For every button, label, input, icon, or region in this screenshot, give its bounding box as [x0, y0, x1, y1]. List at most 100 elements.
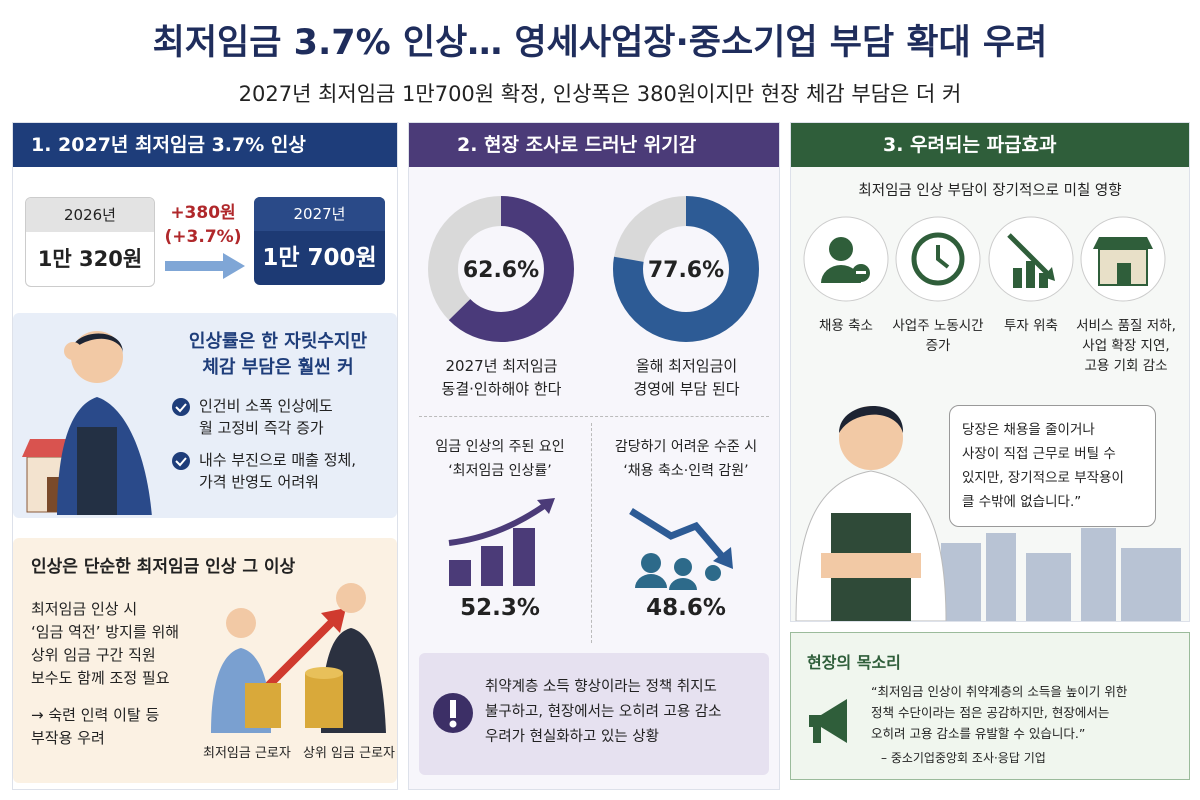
alert-icon [433, 693, 473, 733]
donut-charts: 62.6% 77.6% [428, 196, 759, 342]
voice-title: 현장의 목소리 [807, 653, 901, 672]
subtitle: 최저임금 인상 부담이 장기적으로 미칠 영향 [858, 183, 1122, 199]
effect-label: 채용 축소 [801, 316, 891, 336]
text-line: 올해 최저임금이 [635, 357, 738, 375]
text-line: 서비스 품질 저하, [1076, 318, 1176, 334]
panel-title: 1. 2027년 최저임금 3.7% 인상 [13, 123, 397, 167]
text-line: 임금 인상의 주된 요인 [435, 439, 565, 455]
panel-3: 3. 우려되는 파급효과 최저임금 인상 부담이 장기적으로 미칠 영향 채용 … [790, 122, 1190, 622]
text-line: 동결·인하해야 한다 [441, 380, 562, 398]
stat-value: 52.3% [460, 595, 540, 621]
source: – 중소기업중앙회 조사·응답 기업 [881, 751, 1046, 765]
text-line: 사업 확장 지연, [1082, 338, 1170, 354]
text-line: 보수도 함께 조정 필요 [31, 669, 170, 687]
check [172, 398, 190, 416]
text-line: ‘채용 축소·인력 감원’ [623, 463, 749, 479]
text-line: 감당하기 어려운 수준 시 [614, 439, 758, 455]
text-line: 채용 축소 [819, 318, 873, 334]
text-line: 불구하고, 현장에서는 오히려 고용 감소 [485, 704, 722, 720]
text-line: 오히려 고용 감소를 유발할 수 있습니다.” [871, 726, 1086, 741]
text-line: 체감 부담은 훨씬 커 [202, 357, 354, 378]
effect-label: 투자 위축 [986, 316, 1076, 336]
text-line: 인상률은 한 자릿수지만 [188, 331, 368, 352]
label: 최저임금 근로자 [203, 746, 291, 761]
wage: 1만 320원 [37, 247, 143, 271]
text-line: 증가 [925, 338, 951, 354]
text-line: → 숙련 인력 이탈 등 [31, 706, 160, 724]
text-line: 상위 임금 구간 직원 [31, 646, 156, 664]
subtitle: 2027년 최저임금 1만700원 확정, 인상폭은 380원이지만 현장 체감… [238, 82, 962, 106]
text-line: 가격 반영도 어려워 [199, 473, 319, 491]
panel-title: 2. 현장 조사로 드러난 위기감 [409, 123, 779, 167]
before-box: 2026년 1만 320원 [25, 197, 155, 287]
wage: 1만 700원 [262, 245, 377, 271]
card-title: 인상은 단순한 최저임금 인상 그 이상 [31, 557, 296, 577]
change: +380원 (+3.7%) [153, 201, 253, 249]
year: 2027년 [254, 197, 385, 231]
effect-icons [803, 216, 1166, 302]
beyond-card: 인상은 단순한 최저임금 인상 그 이상 최저임금 인상 시 ‘임금 역전’ 방지… [13, 538, 397, 783]
donut-label: 77.6% [648, 258, 724, 283]
rising-icon [448, 498, 555, 586]
arrow [165, 253, 245, 279]
title: 최저임금 3.7% 인상… 영세사업장·중소기업 부담 확대 우려 [152, 23, 1048, 63]
text-line: 우려가 현실화하고 있는 상황 [485, 729, 659, 745]
text-line: 정책 수단이라는 점은 공감하지만, 현장에서는 [871, 705, 1110, 720]
falling-icon [629, 508, 733, 590]
panel-title: 3. 우려되는 파급효과 [791, 123, 1189, 167]
after-box: 2027년 1만 700원 [254, 197, 385, 285]
illustration [795, 405, 1181, 621]
text-line: 내수 부진으로 매출 정체, [199, 451, 357, 469]
text-line: “최저임금 인상이 취약계층의 소득을 높이기 위한 [871, 684, 1128, 699]
text-line: 부작용 우려 [31, 729, 105, 747]
year: 2026년 [26, 198, 154, 232]
text-line: 인건비 소폭 인상에도 [199, 397, 333, 415]
donut-arc [613, 196, 759, 342]
text-line: 사업주 노동시간 [892, 318, 984, 334]
donut-arc [428, 196, 574, 342]
text-line: 최저임금 인상 시 [31, 600, 138, 618]
divider [591, 423, 592, 643]
illustration [211, 583, 386, 733]
text-line: 고용 기회 감소 [1084, 358, 1168, 374]
text-line: 있지만, 장기적으로 부작용이 [962, 470, 1124, 486]
text-line: 2027년 최저임금 [445, 357, 558, 375]
text-line: ‘최저임금 인상률’ [448, 463, 552, 479]
bullet: 내수 부진으로 매출 정체, 가격 반영도 어려워 [199, 449, 356, 493]
text-line: 취약계층 소득 향상이라는 정책 취지도 [485, 679, 717, 695]
text-line: 클 수밖에 없습니다.” [962, 494, 1082, 510]
text-line: ‘임금 역전’ 방지를 위해 [31, 623, 180, 641]
donut-label: 62.6% [463, 258, 539, 283]
illustration [22, 331, 152, 515]
text-line: 당장은 채용을 줄이거나 [962, 422, 1095, 438]
label: 상위 임금 근로자 [303, 746, 395, 761]
panel-1: 1. 2027년 최저임금 3.7% 인상 2026년 1만 320원 +380… [12, 122, 398, 790]
text-line: 사장이 직접 근무로 버틸 수 [962, 446, 1116, 462]
text-line: 투자 위축 [1004, 318, 1058, 334]
text-line: 월 고정비 즉각 증가 [199, 419, 324, 437]
stat-value: 48.6% [646, 595, 726, 621]
text-line: 경영에 부담 된다 [633, 380, 740, 398]
text-line: +380원 [170, 203, 236, 223]
effect-label: 서비스 품질 저하, 사업 확장 지연, 고용 기회 감소 [1068, 316, 1184, 376]
caption: 감당하기 어려운 수준 시 ‘채용 축소·인력 감원’ [593, 435, 779, 483]
check [172, 452, 190, 470]
megaphone [809, 699, 847, 743]
divider [419, 416, 769, 417]
